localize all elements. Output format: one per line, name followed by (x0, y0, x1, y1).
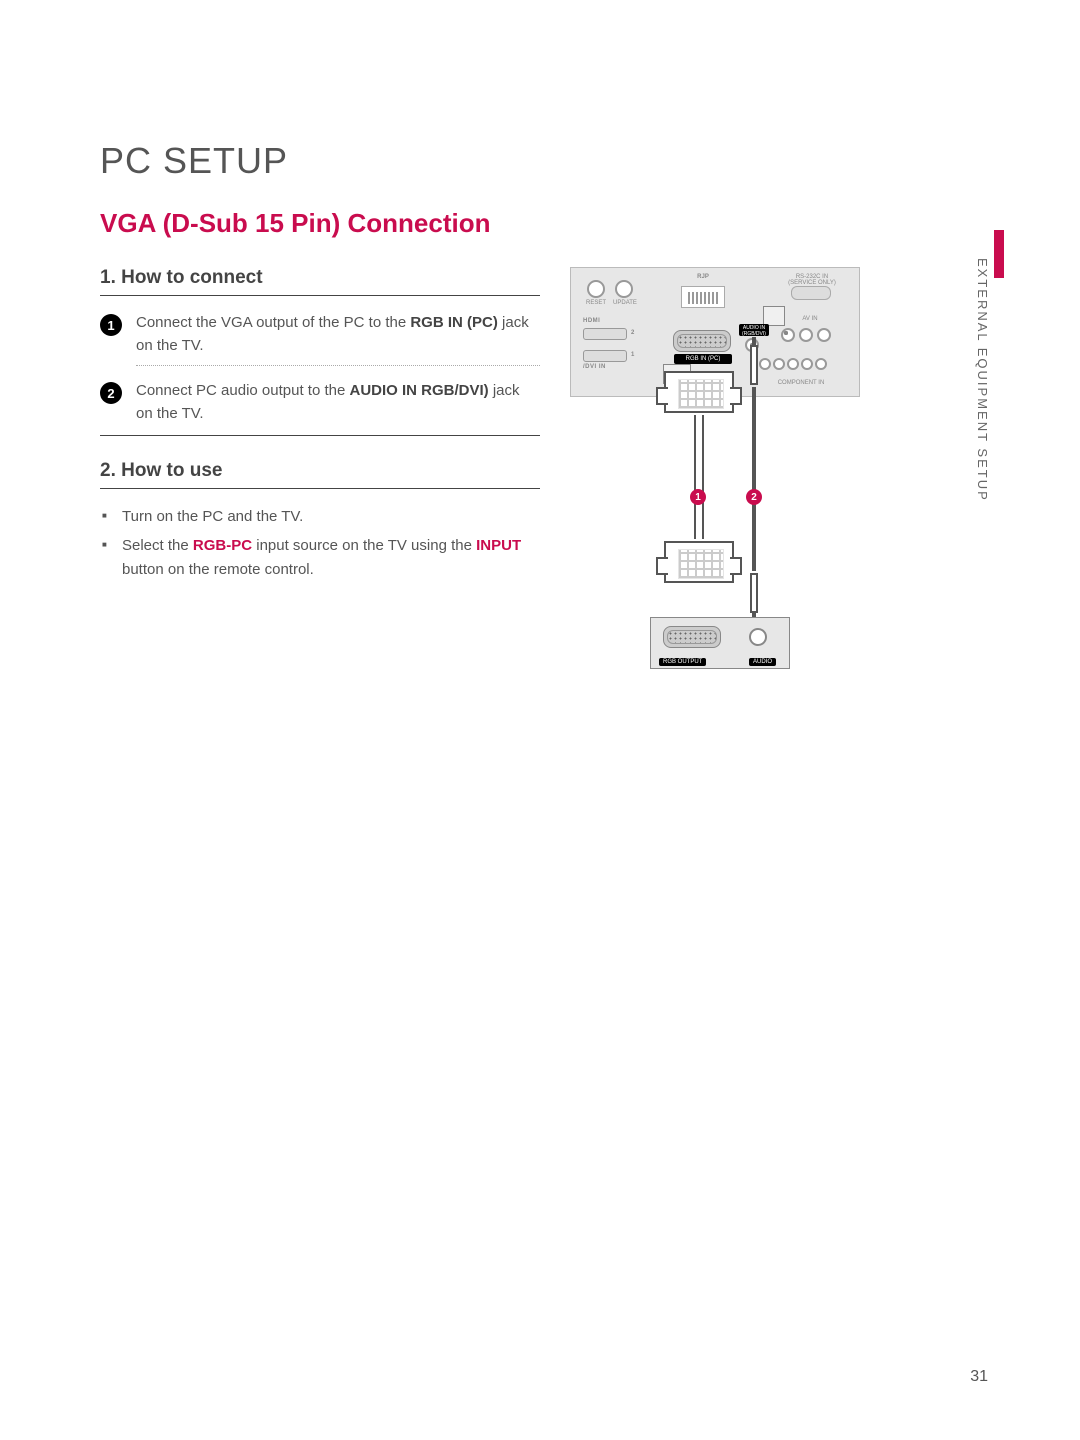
step-2: 2 Connect PC audio output to the AUDIO I… (100, 380, 540, 425)
hdmi-2-port-icon (583, 328, 627, 340)
rs232-label: RS-232C IN (SERVICE ONLY) (787, 274, 837, 286)
av-audio-l-jack-icon (799, 328, 813, 342)
rgb-output-pins-icon (667, 630, 717, 644)
reset-label: RESET (583, 300, 609, 306)
step-2-pre: Connect PC audio output to the (136, 382, 349, 399)
content-row: 1. How to connect 1 Connect the VGA outp… (100, 267, 990, 677)
step-1-pre: Connect the VGA output of the PC to the (136, 314, 410, 331)
left-column: 1. How to connect 1 Connect the VGA outp… (100, 267, 540, 677)
comp-r-icon (815, 358, 827, 370)
b2-bold2: INPUT (476, 537, 521, 554)
audio-out-jack-icon (749, 628, 767, 646)
hdmi-1-port-icon (583, 350, 627, 362)
how-to-use-list: Turn on the PC and the TV. Select the RG… (100, 505, 540, 581)
rjp-label: RJP (685, 274, 721, 280)
bullet-2: Select the RGB-PC input source on the TV… (122, 534, 540, 581)
comp-l-icon (801, 358, 813, 370)
update-button-icon (615, 280, 633, 298)
av-in-jacks (781, 328, 831, 342)
step-1-text: Connect the VGA output of the PC to the … (136, 312, 540, 357)
b2-bold1: RGB-PC (193, 537, 252, 554)
update-label: UPDATE (611, 300, 639, 306)
audio-label: AUDIO (749, 658, 776, 666)
step-badge-2: 2 (100, 382, 122, 404)
rgb-in-label: RGB IN (PC) (674, 354, 732, 364)
reset-button-icon (587, 280, 605, 298)
marker-2: 2 (746, 489, 762, 505)
audio-plug-top-icon (750, 345, 758, 385)
av-in-label: AV IN (795, 316, 825, 322)
remote-out-icon (763, 306, 785, 326)
hdmi-2-label: 2 (631, 330, 635, 336)
bullet-1: Turn on the PC and the TV. (122, 505, 540, 528)
step-2-bold: AUDIO IN RGB/DVI) (349, 382, 488, 399)
b2-pre: Select the (122, 537, 193, 554)
side-tab-label: EXTERNAL EQUIPMENT SETUP (975, 258, 990, 502)
hdmi-1-label: 1 (631, 352, 635, 358)
page-number: 31 (970, 1368, 988, 1386)
b2-post: button on the remote control. (122, 561, 314, 578)
audio-in-label: AUDIO IN (RGB/DVI) (739, 324, 769, 336)
vga-cable-icon (694, 415, 704, 539)
step-2-text: Connect PC audio output to the AUDIO IN … (136, 380, 540, 425)
vga-connector-bottom-icon (664, 541, 734, 583)
component-label: COMPONENT IN (771, 380, 831, 386)
component-jacks (759, 358, 827, 370)
comp-y-icon (759, 358, 771, 370)
pc-back-panel: RGB OUTPUT AUDIO (650, 617, 790, 669)
av-audio-r-jack-icon (817, 328, 831, 342)
marker-1: 1 (690, 489, 706, 505)
vga-pins-icon (677, 334, 727, 348)
dvi-in-label: /DVI IN (583, 364, 606, 370)
comp-pr-icon (787, 358, 799, 370)
audio-plug-bottom-icon (750, 573, 758, 613)
av-video-jack-icon (781, 328, 795, 342)
right-column: RESET UPDATE RJP HDMI 2 1 /DVI IN RGB IN… (570, 267, 870, 677)
vga-connector-top-icon (664, 371, 734, 413)
step-1: 1 Connect the VGA output of the PC to th… (100, 312, 540, 357)
rs232-port-icon (791, 286, 831, 300)
step-1-bold: RGB IN (PC) (410, 314, 498, 331)
hdmi-logo-label: HDMI (583, 318, 600, 324)
page-title: PC SETUP (100, 140, 990, 182)
how-to-use-heading: 2. How to use (100, 460, 540, 489)
dotted-divider (136, 365, 540, 366)
page-subtitle: VGA (D-Sub 15 Pin) Connection (100, 208, 990, 239)
connection-diagram: RESET UPDATE RJP HDMI 2 1 /DVI IN RGB IN… (570, 267, 860, 677)
comp-pb-icon (773, 358, 785, 370)
how-to-connect-heading: 1. How to connect (100, 267, 540, 296)
rjp-port-icon (681, 286, 725, 308)
rgb-output-label: RGB OUTPUT (659, 658, 706, 666)
solid-divider (100, 435, 540, 436)
b2-mid: input source on the TV using the (256, 537, 476, 554)
step-badge-1: 1 (100, 314, 122, 336)
audio-cable-icon (752, 387, 756, 571)
